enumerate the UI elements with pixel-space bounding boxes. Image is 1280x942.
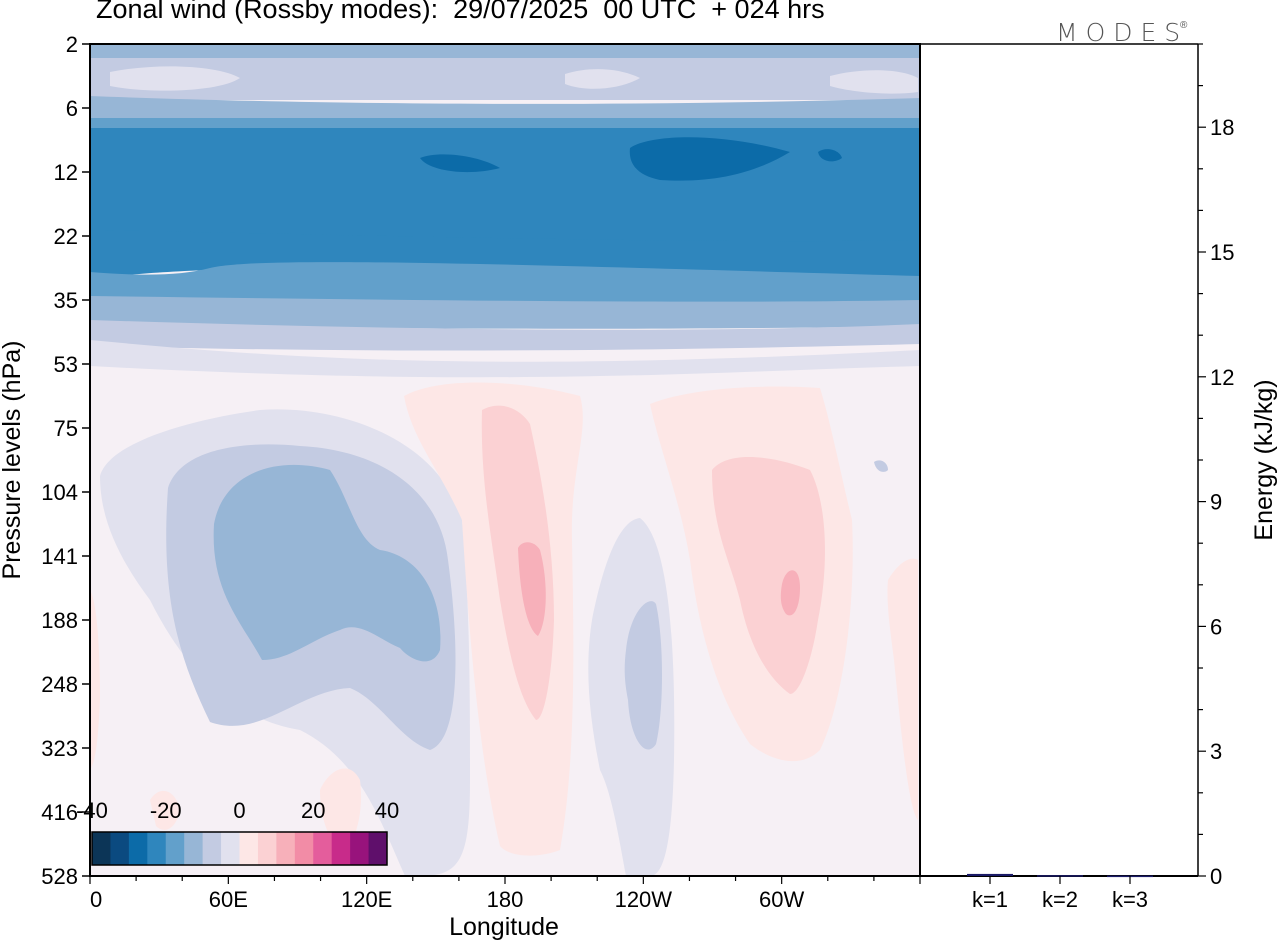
cell-easterly-west-edge (90, 590, 100, 770)
band-45hPa (90, 320, 920, 351)
chart-title: Zonal wind (Rossby modes): 29/07/2025 00… (96, 0, 825, 24)
cell-easterly-east-edge (887, 558, 918, 820)
band-upper-light (90, 58, 920, 100)
energy-bar (1037, 875, 1083, 877)
band-22hPa (90, 230, 920, 262)
pressure-tick-label: 104 (41, 480, 78, 505)
brand-logo: MODES (1056, 18, 1189, 47)
longitude-tick-label: 120W (615, 887, 673, 912)
band-53hPa (90, 340, 920, 378)
energy-tick-label: 9 (1210, 490, 1222, 515)
band-2hPa (90, 44, 920, 58)
colorbar-tick-label: 0 (233, 798, 245, 823)
pressure-tick-label: 323 (41, 736, 78, 761)
energy-bar (967, 873, 1013, 876)
brand-registered-mark: ® (1180, 20, 1188, 31)
pressure-axis-ticks: 2 6 12 22 35 53 75 104 141 188 248 323 416 528 (41, 32, 90, 889)
energy-category-label: k=3 (1112, 887, 1148, 912)
cell-small-westerly-dot (874, 460, 888, 472)
energy-tick-label: 6 (1210, 614, 1222, 639)
colorbar-swatch (92, 832, 111, 865)
colorbar-tick-label: -20 (150, 798, 182, 823)
pressure-tick-label: 248 (41, 672, 78, 697)
colorbar-swatch (331, 832, 351, 865)
band-core-jet (420, 137, 842, 181)
colorbar-swatch (165, 832, 185, 865)
colorbar-swatch (239, 832, 259, 865)
colorbar-swatch (128, 832, 148, 865)
cell-easterly-core (518, 542, 546, 636)
pressure-tick-label: 12 (54, 160, 78, 185)
longitude-tick-label: 0 (90, 887, 102, 912)
colorbar-tick-label: 40 (375, 798, 399, 823)
pressure-tick-label: 141 (41, 544, 78, 569)
pressure-tick-label: 75 (54, 416, 78, 441)
colorbar-labels: -40 -20 0 20 40 (76, 798, 399, 823)
pressure-tick-label: 528 (41, 864, 78, 889)
y-axis-title: Pressure levels (hPa) (0, 341, 26, 580)
colorbar-tick-label: 20 (301, 798, 325, 823)
colorbar-swatch (257, 832, 277, 865)
heatmap (90, 44, 920, 876)
cell-westerly-120W-core (624, 601, 662, 750)
cell-easterly-60W-mid (712, 456, 825, 694)
pressure-tick-label: 6 (66, 96, 78, 121)
longitude-tick-label: 60W (759, 887, 804, 912)
colorbar-swatch (110, 832, 130, 865)
band-upper-lightest (110, 66, 918, 94)
cell-westerly-core (213, 464, 441, 662)
heatmap-troposphere-cells (90, 382, 918, 876)
colorbar-swatch (276, 832, 296, 865)
pressure-tick-label: 2 (66, 32, 78, 57)
energy-tick-label: 18 (1210, 115, 1234, 140)
pressure-tick-label: 22 (54, 224, 78, 249)
longitude-tick-label: 120E (341, 887, 392, 912)
energy-axis-title: Energy (kJ/kg) (1250, 379, 1278, 540)
colorbar-swatch (221, 832, 240, 865)
colorbar-swatch (313, 832, 333, 865)
colorbar: -40 -20 0 20 40 (76, 798, 399, 866)
colorbar-swatch (184, 832, 204, 865)
colorbar-swatch (368, 832, 388, 865)
band-35hPa (90, 296, 920, 329)
longitude-tick-label: 60E (209, 887, 248, 912)
colorbar-swatch (147, 832, 167, 865)
colorbar-swatch (202, 832, 222, 865)
longitude-tick-label: 180 (487, 887, 524, 912)
energy-tick-label: 0 (1210, 864, 1222, 889)
colorbar-swatch (294, 832, 314, 865)
pressure-tick-label: 188 (41, 608, 78, 633)
x-axis-title: Longitude (449, 913, 559, 941)
energy-tick-label: 15 (1210, 240, 1234, 265)
band-6hPa (90, 96, 920, 122)
cell-easterly-60W-core (780, 570, 800, 616)
cell-easterly-mid (481, 405, 554, 720)
band-30hPa (90, 262, 920, 310)
longitude-axis-ticks: 0 60E 120E 180 120W 60W (89, 876, 921, 912)
pressure-tick-label: 416 (41, 800, 78, 825)
energy-panel: 0 3 6 9 12 15 18 k=1 k=2 k=3 (919, 43, 1234, 912)
colorbar-swatch (350, 832, 370, 865)
energy-x-ticks: k=1 k=2 k=3 (972, 876, 1148, 912)
colorbar-swatches (92, 832, 388, 865)
energy-category-label: k=2 (1042, 887, 1078, 912)
energy-tick-label: 3 (1210, 739, 1222, 764)
heatmap-stratosphere-bands (90, 44, 920, 378)
colorbar-tick-label: -40 (76, 798, 108, 823)
energy-category-label: k=1 (972, 887, 1008, 912)
energy-y-ticks: 0 3 6 9 12 15 18 (1198, 43, 1234, 889)
colorbar-frame (91, 831, 388, 866)
pressure-tick-label: 53 (54, 352, 78, 377)
pressure-tick-label: 35 (54, 288, 78, 313)
energy-tick-label: 12 (1210, 365, 1234, 390)
